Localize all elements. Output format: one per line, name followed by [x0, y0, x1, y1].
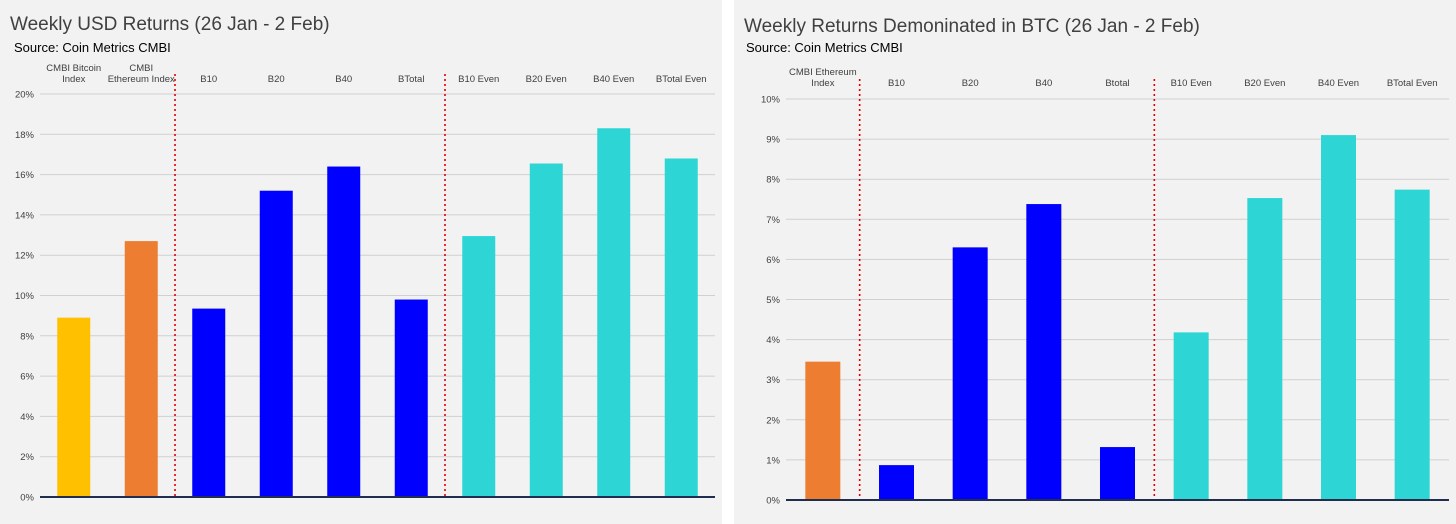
y-tick-label: 1% [766, 455, 780, 466]
y-tick-label: 3% [766, 375, 780, 386]
category-label: B20 [268, 74, 285, 85]
chart-title: Weekly Returns Demoninated in BTC (26 Ja… [744, 16, 1200, 37]
bar-b20-even [1247, 198, 1283, 500]
category-label: B40 Even [593, 74, 634, 85]
y-tick-label: 0% [766, 496, 780, 507]
bar-b40 [327, 166, 361, 498]
bar-b10 [879, 465, 914, 500]
y-tick-label: 5% [766, 295, 780, 306]
y-tick-label: 2% [20, 452, 34, 463]
y-tick-label: 8% [20, 331, 34, 342]
category-label: B10 Even [1171, 78, 1212, 89]
category-label: B20 Even [1244, 78, 1285, 89]
bar-btotal [394, 299, 428, 497]
btc-returns-chart: 0% 1% 2% 3% 4% 5% 6% 7% 8% 9% 10% CMBI Ethereum Inde… [761, 67, 1449, 507]
category-label: BTotal Even [656, 74, 707, 85]
category-label: B40 Even [1318, 78, 1359, 89]
bar-b20 [259, 190, 293, 497]
category-label: BTotal [398, 74, 424, 85]
y-tick-label: 14% [15, 210, 35, 221]
y-tick-label: 8% [766, 175, 780, 186]
category-label: BTotal Even [1387, 78, 1438, 89]
y-tick-label: 12% [15, 251, 35, 262]
chart-title: Weekly USD Returns (26 Jan - 2 Feb) [10, 14, 330, 35]
bar-btotal-even [1394, 189, 1430, 500]
bar-b20-even [529, 163, 563, 497]
bar-b40-even [597, 128, 631, 497]
bar-b20 [952, 247, 988, 500]
bar-cmbi-ethereum-index [805, 361, 841, 500]
chart-source: Source: Coin Metrics CMBI [14, 40, 171, 55]
y-tick-label: 6% [766, 255, 780, 266]
category-label: B40 [335, 74, 352, 85]
category-label: B20 [962, 78, 979, 89]
category-label: CMBI Ethereum Index [108, 63, 175, 85]
y-tick-label: 0% [20, 493, 34, 504]
bar-b10-even [462, 236, 496, 497]
y-tick-label: 18% [15, 130, 35, 141]
category-label: B10 Even [458, 74, 499, 85]
bar-b10 [192, 308, 226, 497]
bar-b10-even [1173, 332, 1209, 500]
category-label: B10 [200, 74, 217, 85]
y-tick-label: 9% [766, 135, 780, 146]
category-label: B10 [888, 78, 905, 89]
bar-cmbi-ethereum-index [124, 241, 158, 497]
y-tick-label: 10% [761, 95, 781, 106]
y-tick-label: 4% [20, 412, 34, 423]
category-label: B20 Even [526, 74, 567, 85]
category-label: Btotal [1105, 78, 1129, 89]
chart-source: Source: Coin Metrics CMBI [746, 40, 903, 55]
y-tick-label: 10% [15, 291, 35, 302]
bar-btotal [1100, 447, 1135, 500]
category-label: B40 [1035, 78, 1052, 89]
category-label: CMBI Ethereum Index [789, 67, 857, 89]
usd-returns-chart: 0% 2% 4% 6% 8% 10% 12% 14% 16% 18% 20% CMBI Bitcoin… [15, 63, 715, 504]
y-tick-label: 7% [766, 215, 780, 226]
bar-cmbi-bitcoin-index [57, 317, 91, 497]
btc-returns-panel: Weekly Returns Demoninated in BTC (26 Ja… [734, 0, 1456, 524]
y-tick-label: 2% [766, 415, 780, 426]
y-tick-label: 4% [766, 335, 780, 346]
y-tick-label: 6% [20, 372, 34, 383]
bar-btotal-even [664, 158, 698, 498]
bar-b40-even [1321, 135, 1356, 500]
y-tick-label: 16% [15, 170, 35, 181]
y-tick-label: 20% [15, 90, 35, 101]
category-label: CMBI Bitcoin Index [46, 63, 101, 85]
bar-b40 [1026, 204, 1062, 500]
usd-returns-panel: Weekly USD Returns (26 Jan - 2 Feb) Sour… [0, 0, 722, 524]
